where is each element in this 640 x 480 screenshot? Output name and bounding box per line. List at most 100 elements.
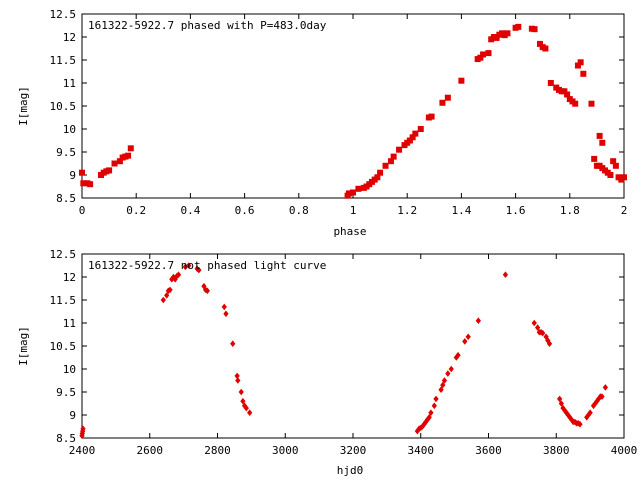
data-point xyxy=(540,329,546,337)
y-ticks: 8.5 9 9.5 10 10.5 11 11.5 12 12.5 xyxy=(50,8,624,205)
data-point xyxy=(504,30,511,37)
y-tick-label: 11 xyxy=(63,77,76,90)
x-tick-label: 0.4 xyxy=(180,204,200,217)
data-point xyxy=(175,271,182,279)
data-point xyxy=(602,384,609,391)
data-point xyxy=(167,286,173,294)
data-point xyxy=(531,26,538,33)
x-tick-label: 2800 xyxy=(204,444,231,457)
data-point xyxy=(531,319,537,327)
x-tick-label: 0 xyxy=(79,204,86,217)
x-tick-label: 3000 xyxy=(272,444,299,457)
x-ticks: 0 0.2 0.4 0.6 0.8 1 1.2 1.4 1.6 1.8 2 xyxy=(79,14,627,217)
data-point xyxy=(196,266,202,274)
y-tick-label: 10.5 xyxy=(50,340,77,353)
data-point xyxy=(160,296,166,304)
data-point xyxy=(234,372,240,380)
y-tick-label: 8.5 xyxy=(56,192,76,205)
data-point xyxy=(580,70,587,77)
data-point xyxy=(441,377,448,384)
data-point xyxy=(438,386,444,394)
data-point xyxy=(599,139,606,146)
data-point xyxy=(458,77,465,84)
data-point xyxy=(444,94,451,101)
data-point xyxy=(577,420,583,428)
data-point xyxy=(588,100,595,107)
data-point xyxy=(558,400,564,407)
data-point xyxy=(412,130,419,137)
chart-title: 161322-5922.7 not phased light curve xyxy=(88,259,326,272)
data-point xyxy=(223,310,229,318)
data-point xyxy=(480,51,487,58)
data-point xyxy=(247,409,253,417)
data-point xyxy=(235,377,241,384)
plot-frame xyxy=(81,253,625,439)
data-point xyxy=(546,340,553,348)
phased-light-curve-panel: 0 0.2 0.4 0.6 0.8 1 1.2 1.4 1.6 1.8 2 8.5 9 9.5 10 10.… xyxy=(17,8,627,238)
x-tick-label: 1.4 xyxy=(451,204,471,217)
data-point xyxy=(164,292,170,299)
x-tick-label: 1.8 xyxy=(560,204,580,217)
y-tick-label: 9.5 xyxy=(56,386,76,399)
x-tick-label: 4000 xyxy=(611,444,638,457)
x-tick-label: 1.2 xyxy=(397,204,417,217)
data-point xyxy=(186,262,192,269)
y-axis-label: I[mag] xyxy=(17,326,30,366)
x-tick-label: 3200 xyxy=(340,444,367,457)
data-point xyxy=(426,413,432,421)
data-point xyxy=(621,174,627,181)
data-point xyxy=(125,152,132,159)
data-point xyxy=(445,370,451,377)
data-point xyxy=(515,23,522,30)
data-point xyxy=(238,388,244,396)
x-tick-label: 0.6 xyxy=(235,204,255,217)
data-point xyxy=(556,395,563,403)
data-point xyxy=(355,185,362,192)
y-tick-label: 10 xyxy=(63,123,76,136)
y-tick-label: 11 xyxy=(63,317,76,330)
data-point xyxy=(439,99,446,106)
data-point xyxy=(87,181,94,188)
data-point xyxy=(572,100,579,107)
data-point xyxy=(596,132,603,139)
data-point xyxy=(240,397,246,405)
data-point xyxy=(428,409,434,417)
y-tick-label: 11.5 xyxy=(50,294,77,307)
x-tick-label: 1.6 xyxy=(506,204,526,217)
y-tick-label: 12.5 xyxy=(50,8,77,21)
data-point xyxy=(433,395,439,403)
x-tick-label: 1 xyxy=(350,204,357,217)
chart-title: 161322-5922.7 phased with P=483.0day xyxy=(88,19,327,32)
data-point xyxy=(475,317,481,325)
data-point xyxy=(465,333,471,341)
data-point xyxy=(79,169,85,176)
data-point xyxy=(534,324,541,331)
x-tick-label: 3600 xyxy=(475,444,502,457)
y-tick-label: 10.5 xyxy=(50,100,77,113)
data-points xyxy=(79,262,609,440)
data-point xyxy=(612,162,619,169)
data-point xyxy=(382,162,389,169)
data-point xyxy=(599,393,605,400)
data-point xyxy=(502,271,509,279)
data-point xyxy=(440,381,446,389)
y-ticks: 8.5 9 9.5 10 10.5 11 11.5 12 12.5 xyxy=(50,248,624,445)
data-point xyxy=(577,59,584,66)
data-point xyxy=(106,167,113,174)
data-point xyxy=(607,172,614,178)
data-point xyxy=(485,50,492,57)
x-tick-label: 3800 xyxy=(543,444,570,457)
x-tick-label: 0.8 xyxy=(289,204,309,217)
data-point xyxy=(417,126,424,132)
x-axis-label: hjd0 xyxy=(337,464,364,477)
y-tick-label: 9 xyxy=(69,409,76,422)
data-point xyxy=(390,153,397,160)
data-points xyxy=(79,23,627,199)
data-point xyxy=(448,365,454,373)
data-point xyxy=(587,409,593,417)
data-point xyxy=(542,45,549,52)
data-point xyxy=(243,404,249,412)
data-point xyxy=(127,145,134,152)
data-point xyxy=(396,146,403,153)
